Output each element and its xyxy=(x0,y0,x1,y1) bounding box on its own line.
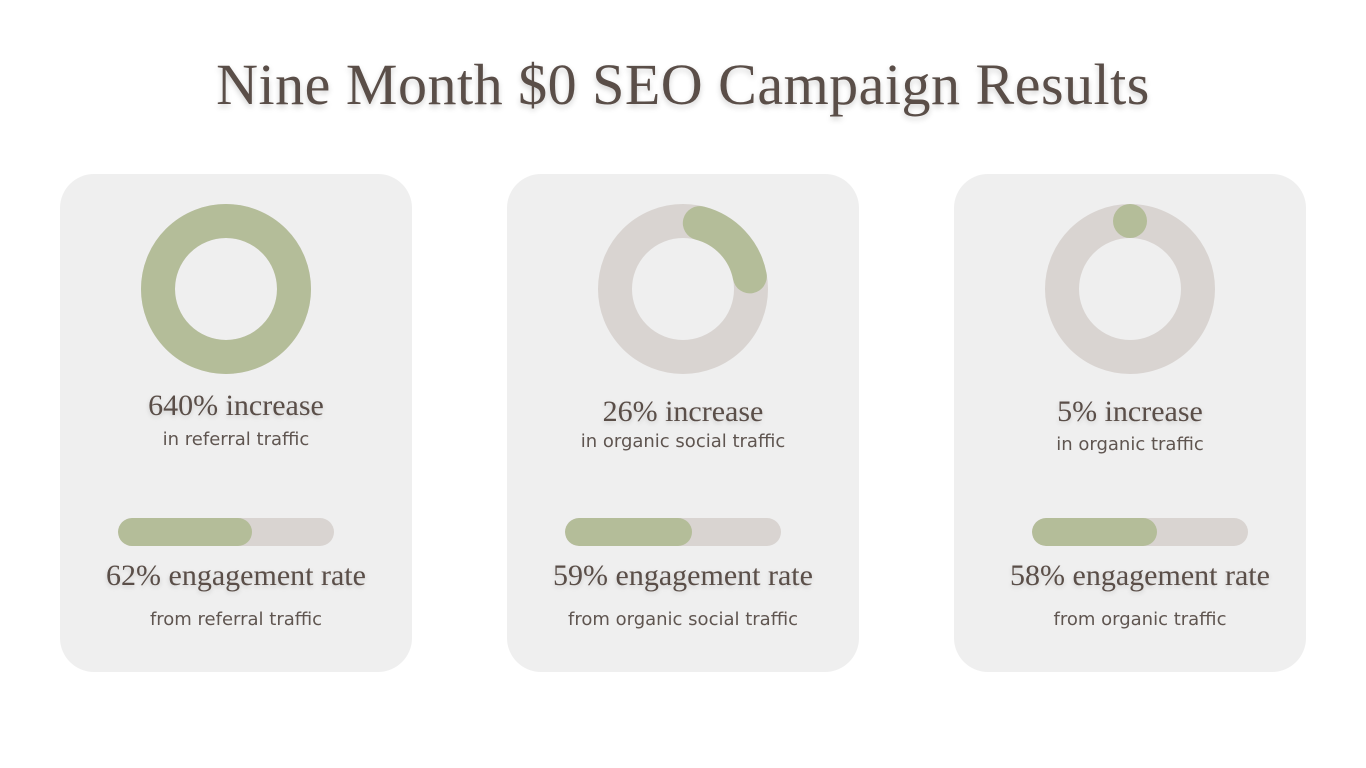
engagement-subline: from organic traffic xyxy=(1053,609,1227,630)
stat-card-organic-social: 26% increase in organic social traffic 5… xyxy=(507,174,859,672)
engagement-bar-track xyxy=(118,518,334,546)
donut-chart-organic xyxy=(1045,204,1215,374)
engagement-subline: from organic social traffic xyxy=(567,609,799,630)
stat-card-organic: 5% increase in organic traffic 58% engag… xyxy=(954,174,1306,672)
donut-headline: 26% increase xyxy=(602,395,764,428)
donut-chart-organic-social xyxy=(598,204,768,374)
donut-arc-organic xyxy=(1045,204,1215,374)
donut-subline: in organic traffic xyxy=(1056,434,1204,455)
donut-track xyxy=(1045,204,1215,374)
donut-arc-organic-social xyxy=(598,204,768,374)
engagement-headline: 58% engagement rate xyxy=(1010,559,1270,592)
donut-subline: in organic social traffic xyxy=(580,431,786,452)
engagement-bar-fill xyxy=(565,518,693,546)
engagement-bar-track xyxy=(565,518,781,546)
engagement-headline: 62% engagement rate xyxy=(106,559,366,592)
engagement-bar-track xyxy=(1032,518,1248,546)
engagement-subline: from referral traffic xyxy=(149,609,323,630)
donut-headline: 640% increase xyxy=(148,389,324,422)
engagement-headline: 59% engagement rate xyxy=(553,559,813,592)
donut-subline: in referral traffic xyxy=(162,429,310,450)
engagement-bar-fill xyxy=(1032,518,1158,546)
donut-headline: 5% increase xyxy=(1057,395,1203,428)
donut-chart-referral xyxy=(141,204,311,374)
engagement-bar-fill xyxy=(118,518,252,546)
page-title: Nine Month $0 SEO Campaign Results xyxy=(216,52,1150,117)
donut-arc-referral xyxy=(141,204,311,374)
stat-card-referral: 640% increase in referral traffic 62% en… xyxy=(60,174,412,672)
